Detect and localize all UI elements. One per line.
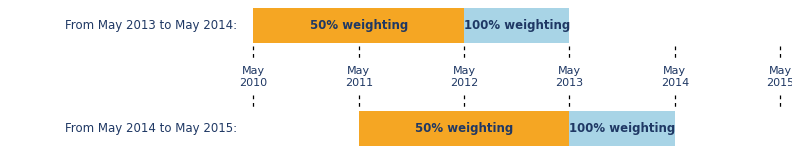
Bar — [359, 111, 569, 146]
Text: May
2012: May 2012 — [450, 66, 478, 88]
Text: May
2013: May 2013 — [555, 66, 584, 88]
Text: May
2011: May 2011 — [345, 66, 373, 88]
Text: May
2014: May 2014 — [661, 66, 689, 88]
Bar — [253, 8, 464, 43]
Text: From May 2013 to May 2014:: From May 2013 to May 2014: — [66, 19, 238, 32]
Text: 50% weighting: 50% weighting — [310, 19, 408, 32]
Text: May
2010: May 2010 — [239, 66, 268, 88]
Bar — [464, 8, 569, 43]
Text: From May 2014 to May 2015:: From May 2014 to May 2015: — [66, 122, 238, 135]
Text: 100% weighting: 100% weighting — [463, 19, 570, 32]
Text: May
2015: May 2015 — [766, 66, 792, 88]
Bar — [569, 111, 675, 146]
Text: 100% weighting: 100% weighting — [569, 122, 676, 135]
Text: 50% weighting: 50% weighting — [415, 122, 513, 135]
